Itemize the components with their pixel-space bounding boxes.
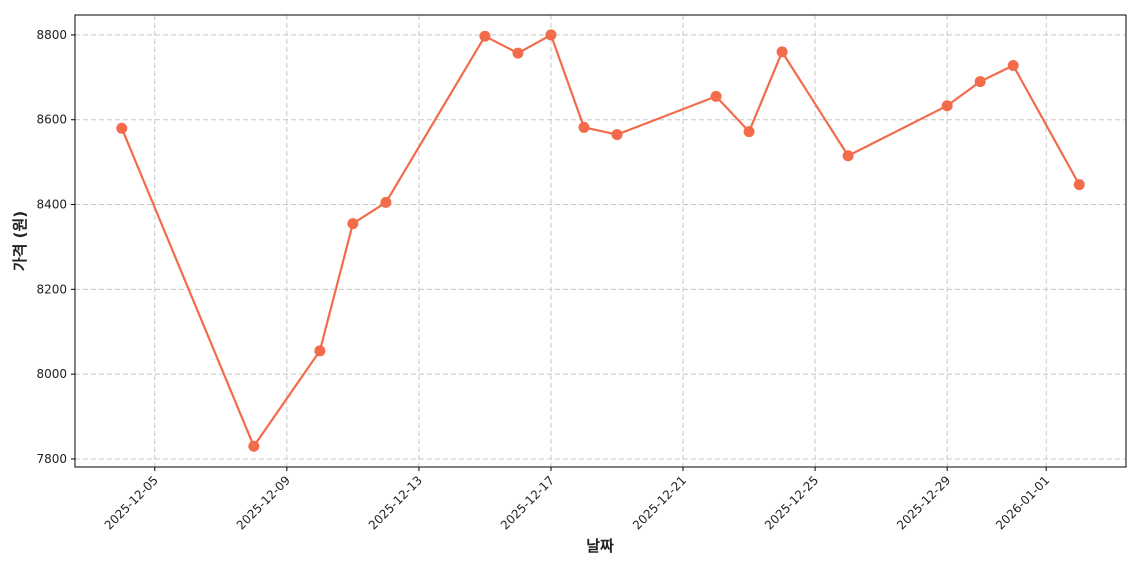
point — [974, 76, 986, 88]
y-tick-label: 8600 — [36, 113, 67, 127]
point — [116, 122, 128, 134]
point — [479, 30, 491, 42]
y-tick-label: 8400 — [36, 198, 67, 212]
point — [380, 196, 392, 208]
y-tick-label: 8200 — [36, 282, 67, 296]
x-axis-title: 날짜 — [586, 537, 614, 555]
y-tick-label: 7800 — [36, 452, 67, 466]
point — [710, 90, 722, 102]
point — [1007, 59, 1019, 71]
line — [120, 33, 1081, 449]
point — [743, 126, 755, 138]
point — [545, 29, 557, 41]
y-tick-label: 8000 — [36, 367, 67, 381]
y-axis-title: 가격 (원) — [11, 211, 29, 271]
point — [611, 129, 623, 141]
point — [941, 100, 953, 112]
y-tick-label: 8800 — [36, 28, 67, 42]
point — [776, 46, 788, 58]
point — [248, 440, 260, 452]
point — [842, 150, 854, 162]
point — [347, 218, 359, 230]
point — [512, 47, 524, 59]
point — [1073, 179, 1085, 191]
point — [314, 345, 326, 357]
plot-frame — [74, 14, 1127, 468]
point — [578, 121, 590, 133]
